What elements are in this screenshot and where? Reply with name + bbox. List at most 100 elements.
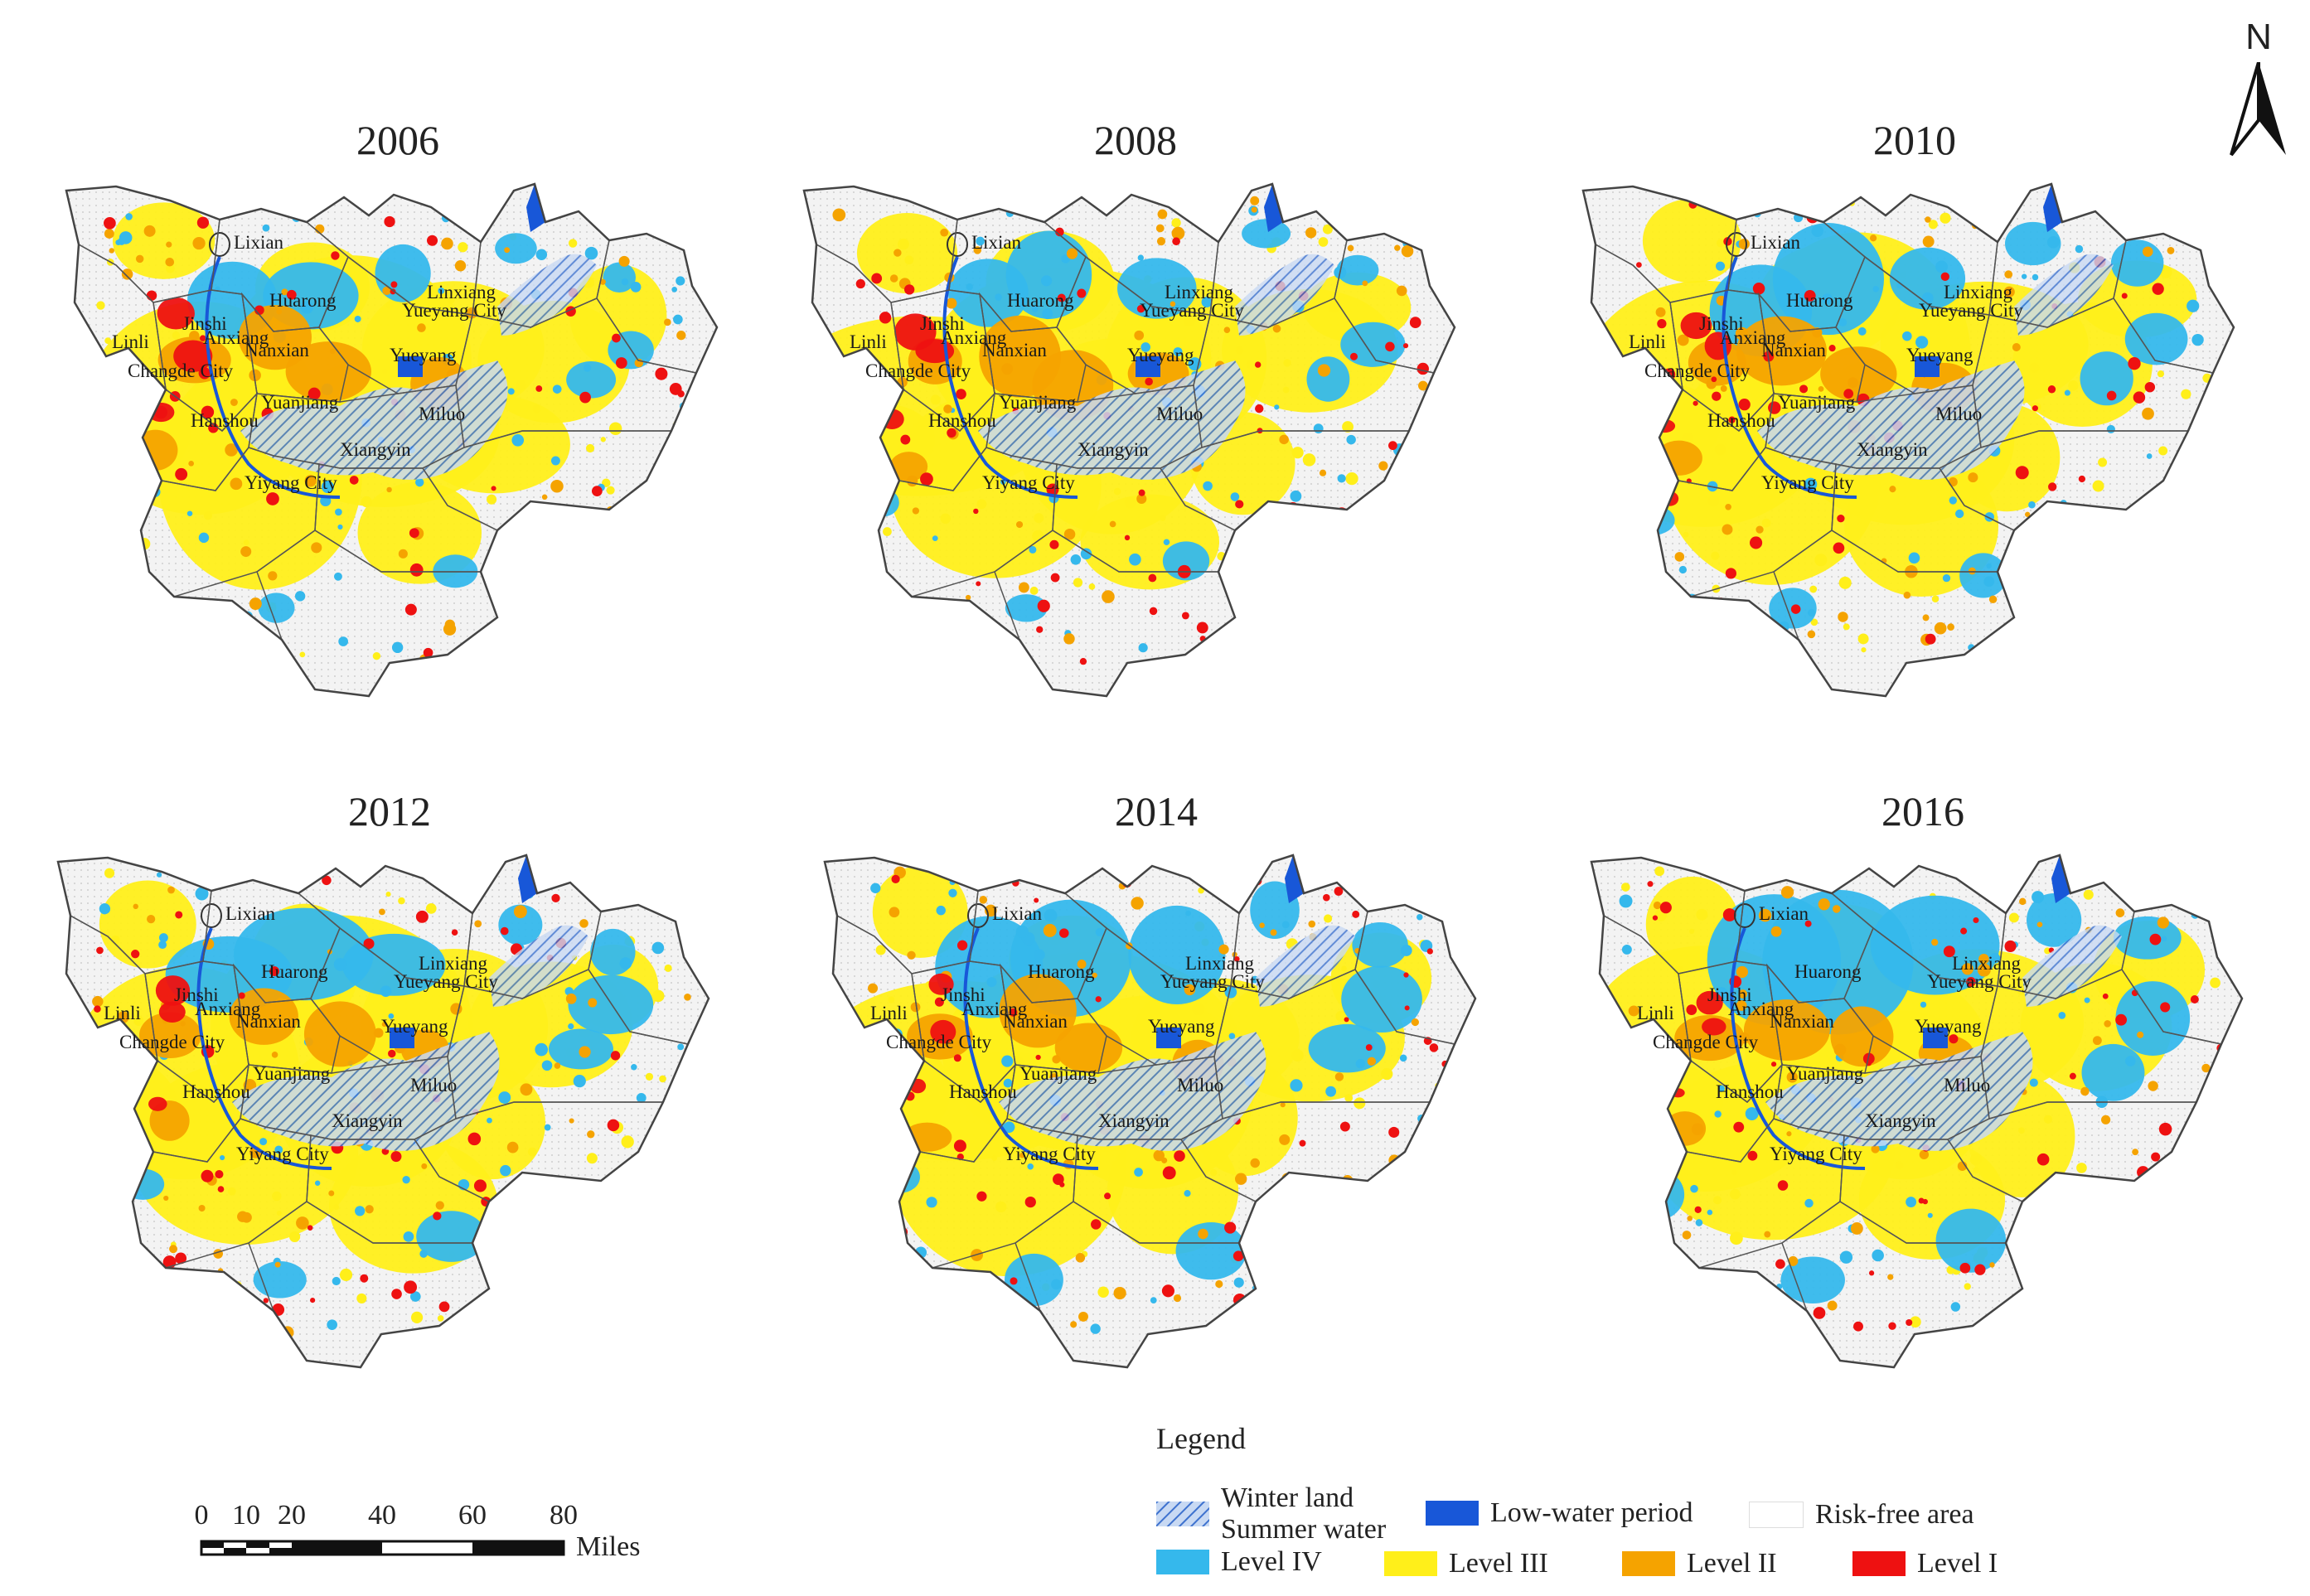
risk-speck	[860, 633, 872, 645]
risk-speck	[1318, 237, 1329, 247]
risk-speck	[129, 402, 138, 410]
risk-speck	[91, 1251, 100, 1260]
risk-speck	[1720, 384, 1727, 392]
risk-speck	[215, 1169, 224, 1179]
risk-speck	[262, 224, 270, 232]
risk-speck	[474, 920, 482, 928]
risk-speck	[541, 494, 548, 501]
risk-speck	[1367, 1237, 1377, 1247]
risk-speck	[1402, 1247, 1414, 1260]
risk-zone-level-iv	[258, 592, 295, 623]
risk-speck	[2197, 212, 2206, 220]
risk-speck	[2100, 1115, 2111, 1124]
risk-speck	[554, 1062, 561, 1069]
risk-speck	[930, 394, 941, 405]
risk-speck	[188, 460, 194, 467]
place-label: Yuanjiang	[1778, 392, 1856, 413]
risk-speck	[1270, 929, 1277, 936]
risk-speck	[438, 287, 445, 294]
risk-speck	[1833, 542, 1845, 554]
risk-speck	[1674, 552, 1685, 562]
risk-speck	[1812, 327, 1823, 338]
risk-speck	[1362, 280, 1368, 287]
risk-speck	[1388, 1126, 1400, 1138]
risk-speck	[1291, 1049, 1304, 1062]
risk-speck	[110, 449, 123, 462]
risk-speck	[513, 905, 527, 919]
risk-speck	[437, 1315, 444, 1322]
risk-speck	[1090, 1323, 1101, 1334]
risk-speck	[472, 873, 480, 880]
risk-speck	[1184, 984, 1196, 996]
risk-speck	[835, 472, 842, 478]
risk-speck	[1354, 1097, 1366, 1110]
risk-speck	[398, 549, 408, 559]
risk-zone-level-iv	[121, 1168, 165, 1200]
risk-speck	[1171, 218, 1181, 228]
risk-speck	[274, 1145, 283, 1154]
place-label: Yueyang	[1148, 1016, 1215, 1037]
risk-speck	[1070, 554, 1082, 565]
risk-zone-level-iv	[2026, 892, 2082, 947]
risk-speck	[1296, 1277, 1308, 1289]
river-line	[196, 927, 332, 1170]
risk-speck	[1079, 657, 1087, 665]
risk-speck	[2106, 390, 2117, 401]
risk-zone-level-iv	[498, 904, 543, 946]
risk-speck	[2098, 457, 2108, 467]
risk-speck	[2157, 370, 2165, 378]
risk-speck	[1640, 1094, 1654, 1107]
legend-label: Winter land Summer water	[1221, 1482, 1386, 1545]
risk-speck	[2181, 389, 2191, 399]
risk-speck	[423, 647, 433, 658]
risk-speck	[1973, 1167, 1980, 1174]
risk-zone-level-i	[930, 1019, 956, 1044]
place-label: Linli	[850, 331, 887, 352]
risk-speck	[593, 1269, 604, 1280]
risk-speck	[1736, 965, 1748, 979]
risk-speck	[419, 1250, 428, 1258]
risk-speck	[1942, 573, 1951, 583]
risk-speck	[337, 524, 343, 530]
risk-speck	[125, 213, 133, 220]
risk-speck	[995, 1201, 1007, 1213]
place-label: Yiyang City	[1761, 472, 1854, 493]
risk-speck	[634, 358, 644, 368]
risk-speck	[2046, 235, 2060, 249]
river-line	[205, 256, 341, 499]
risk-speck	[335, 508, 342, 516]
risk-speck	[175, 911, 183, 919]
risk-speck	[2032, 405, 2038, 412]
risk-speck	[1342, 421, 1354, 433]
risk-speck	[1928, 220, 1938, 230]
risk-speck	[104, 229, 114, 239]
risk-speck	[979, 896, 988, 904]
risk-speck	[637, 876, 649, 887]
risk-speck	[1224, 1221, 1237, 1234]
risk-speck	[1034, 949, 1045, 960]
risk-speck	[501, 1312, 507, 1318]
risk-speck	[386, 486, 392, 493]
risk-speck	[222, 612, 235, 626]
place-label: Hanshou	[928, 410, 996, 431]
seasonal-water-area	[1765, 1032, 2033, 1151]
risk-speck	[1029, 586, 1039, 595]
risk-speck	[186, 510, 193, 516]
risk-speck	[2193, 622, 2206, 636]
risk-speck	[1880, 373, 1887, 380]
risk-speck	[1687, 1216, 1693, 1221]
map-panel-2012: 2012 Lixian Linli Jinshi Anxiang Huarong Yuey…	[25, 787, 754, 1417]
risk-speck	[1869, 235, 1877, 242]
risk-speck	[1341, 965, 1347, 972]
risk-speck	[1804, 477, 1818, 491]
risk-speck	[1281, 921, 1290, 929]
risk-speck	[910, 1002, 921, 1013]
risk-speck	[667, 645, 675, 651]
risk-speck	[1196, 621, 1208, 634]
north-arrow: N	[2230, 17, 2288, 157]
risk-speck	[311, 542, 322, 554]
risk-speck	[1334, 1072, 1344, 1081]
risk-speck	[676, 331, 686, 341]
